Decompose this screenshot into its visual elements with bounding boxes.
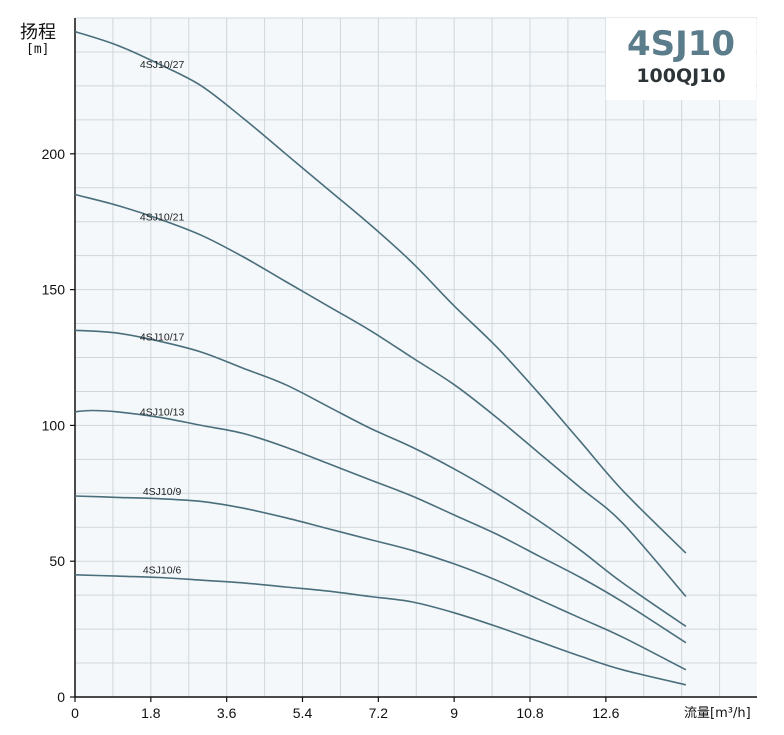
x-tick-label: 1.8 xyxy=(141,705,161,721)
x-tick-label: 0 xyxy=(71,705,79,721)
model-title-box: 4SJ10 100QJ10 xyxy=(606,18,756,100)
x-tick-label: 10.8 xyxy=(516,705,543,721)
y-axis-label: 扬程 xyxy=(20,22,56,43)
series-label: 4SJ10/6 xyxy=(143,565,182,577)
series-label: 4SJ10/17 xyxy=(140,332,185,344)
x-tick-label: 12.6 xyxy=(592,705,619,721)
x-tick-label: 9 xyxy=(450,705,458,721)
y-tick-label: 100 xyxy=(42,417,66,433)
y-tick-label: 150 xyxy=(42,282,66,298)
series-line xyxy=(74,409,687,644)
x-tick-label: 3.6 xyxy=(217,705,237,721)
series-label: 4SJ10/27 xyxy=(140,59,185,71)
series-label: 4SJ10/21 xyxy=(140,212,185,224)
y-tick-label: 0 xyxy=(57,689,65,705)
y-axis-unit: [m] xyxy=(26,42,50,57)
x-tick-label: 5.4 xyxy=(293,705,313,721)
series-line xyxy=(74,329,687,628)
model-name: 4SJ10 xyxy=(626,24,736,64)
series-line xyxy=(74,193,687,598)
series-line xyxy=(74,30,687,554)
y-tick-label: 200 xyxy=(42,146,66,162)
model-subname: 100QJ10 xyxy=(636,65,726,87)
series-label: 4SJ10/13 xyxy=(140,407,185,419)
y-tick-label: 50 xyxy=(49,553,65,569)
x-tick-label: 7.2 xyxy=(369,705,389,721)
series-label: 4SJ10/9 xyxy=(143,486,182,498)
x-axis-label: 流量[m³/h] xyxy=(684,706,751,721)
series-line xyxy=(74,574,687,686)
series-line xyxy=(74,495,687,671)
